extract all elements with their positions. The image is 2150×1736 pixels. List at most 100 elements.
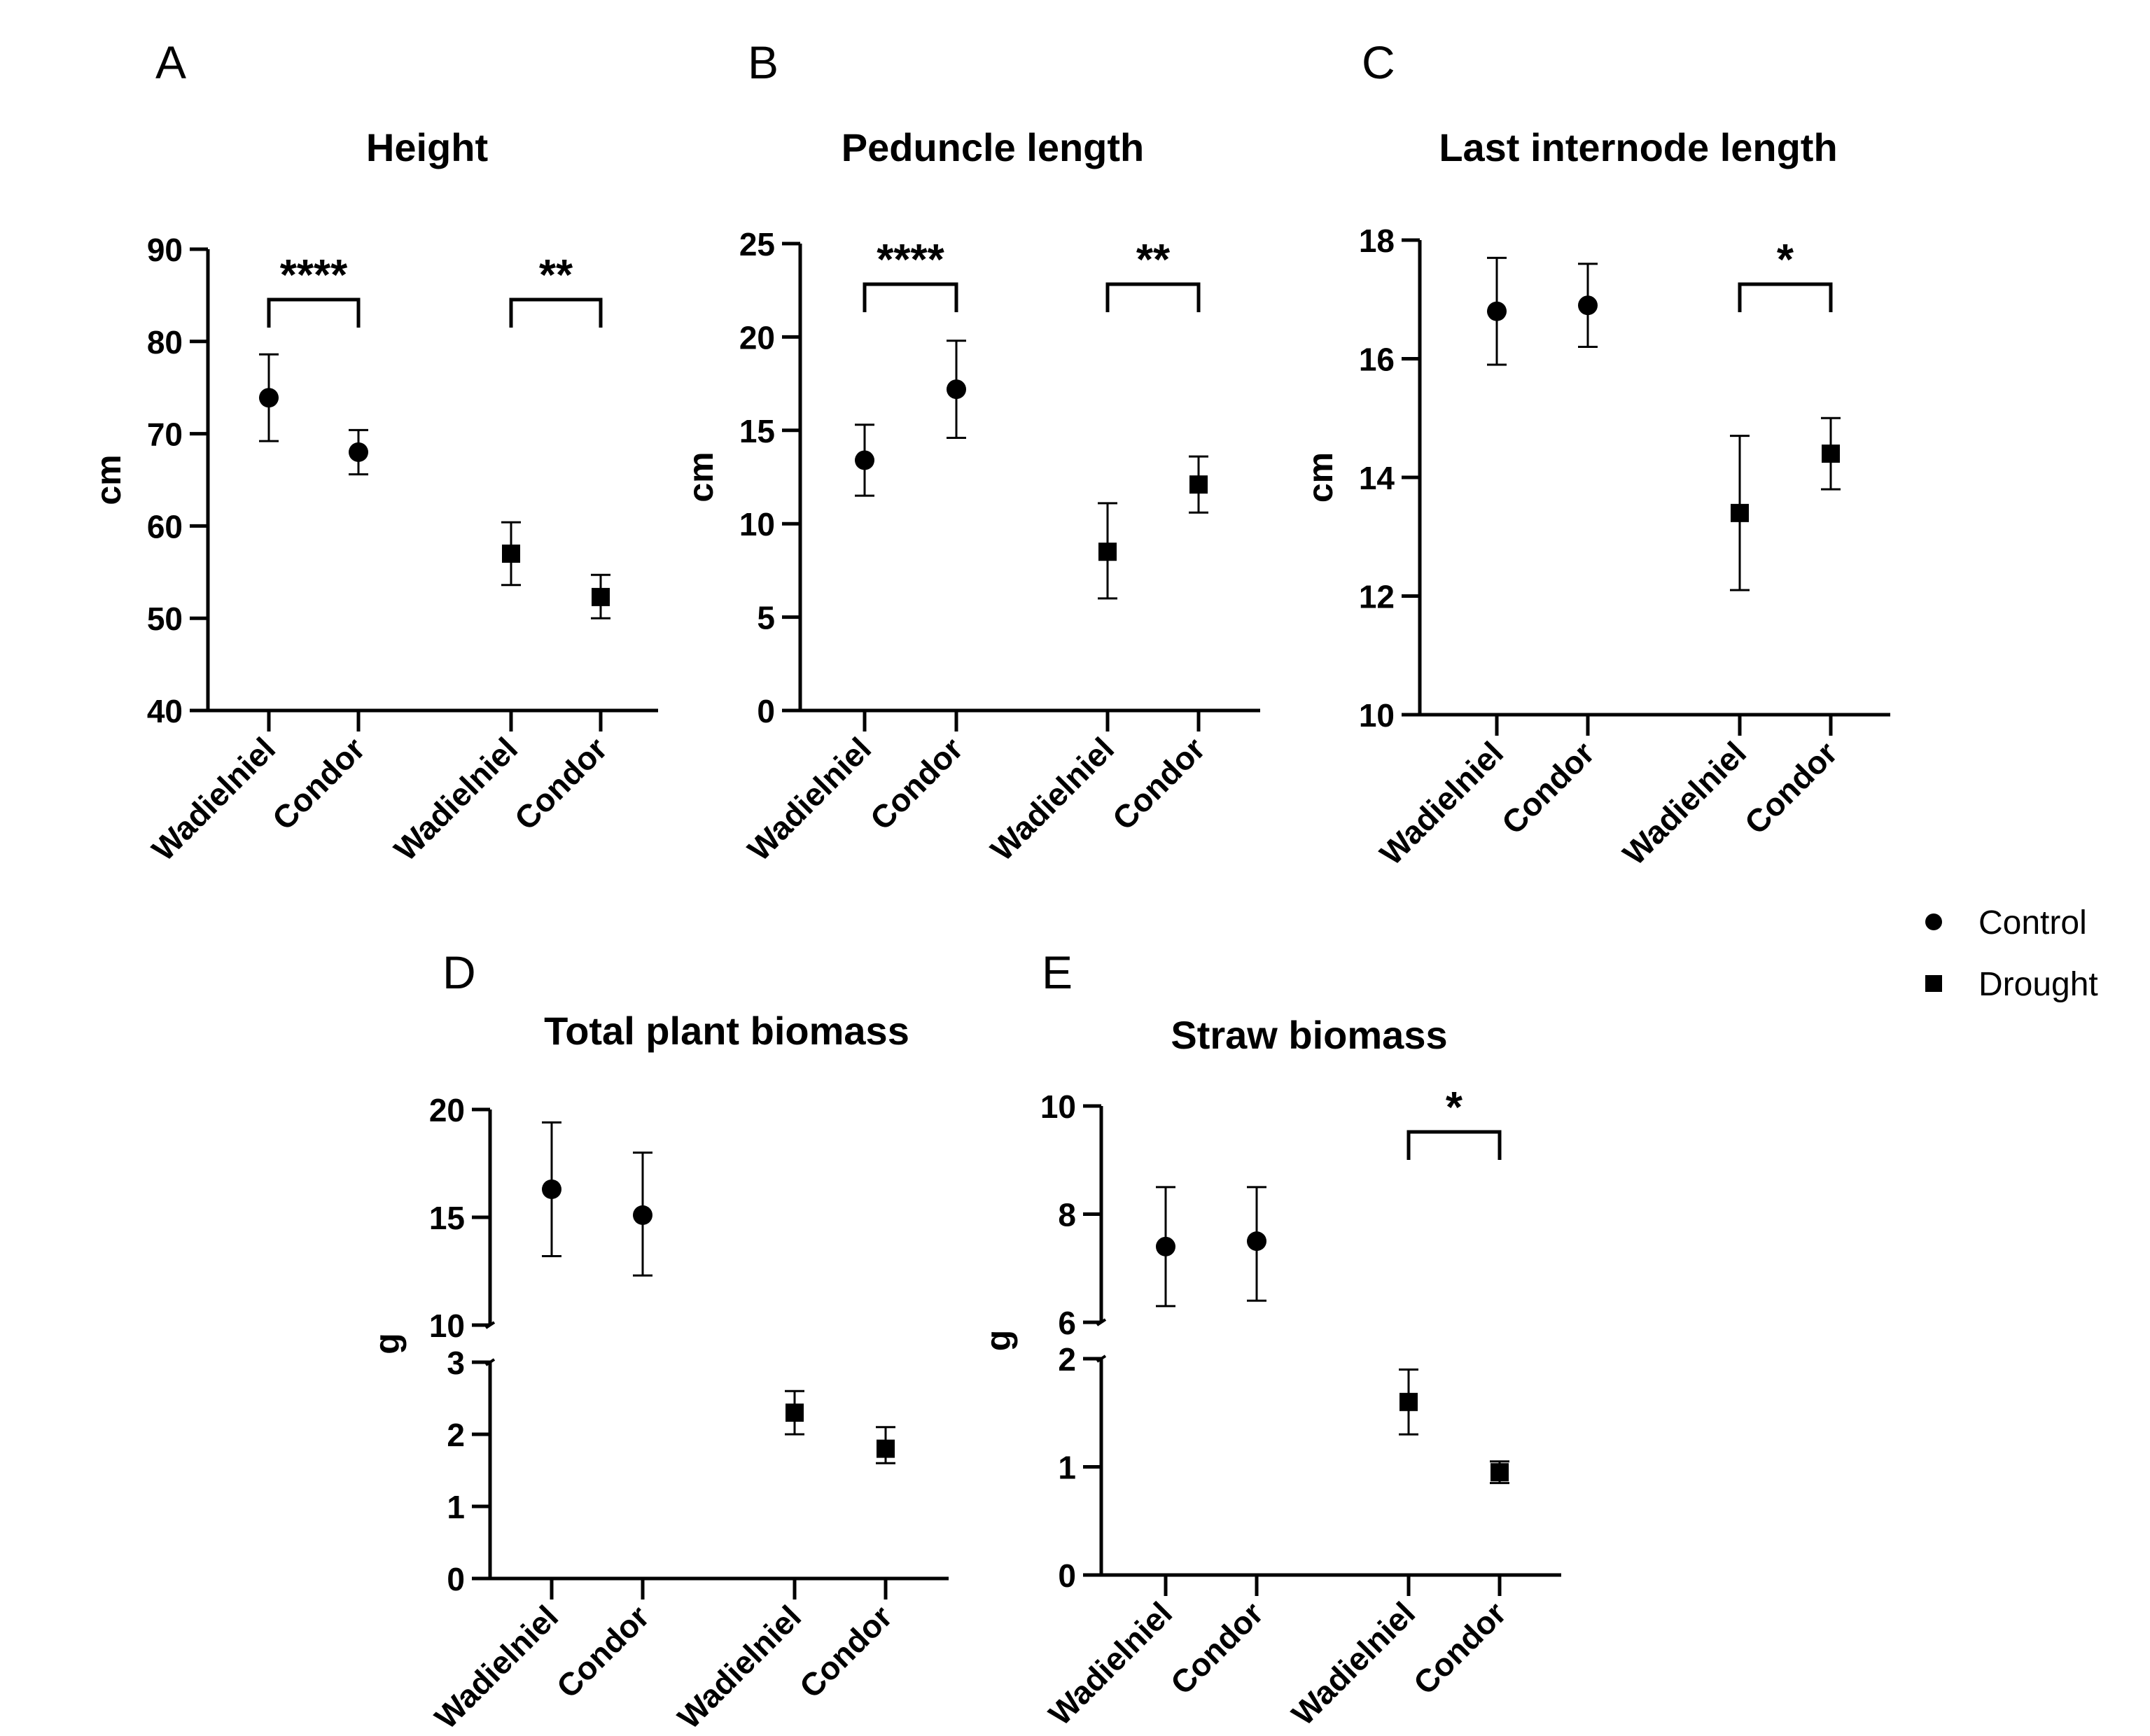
y-tick-label: 3 [447,1345,465,1381]
x-tick-label: Wadielniel [741,730,878,867]
data-point-drought [786,1404,804,1422]
x-tick-label: Condor [793,1598,899,1704]
data-point-control [1487,301,1507,321]
x-tick-label: Condor [1164,1595,1270,1701]
y-tick-label: 60 [147,508,183,545]
y-tick-label: 15 [739,413,775,449]
y-tick-label: 90 [147,232,183,268]
significance-bracket [509,298,603,328]
data-point-drought [1189,475,1208,494]
significance-label: **** [877,236,944,284]
x-tick-label: Condor [1738,734,1844,841]
significance-label: * [1446,1084,1463,1132]
x-tick-label: Condor [265,730,372,836]
y-tick-label: 25 [739,226,775,262]
data-point-control [633,1205,652,1225]
significance-label: ** [539,251,573,300]
panel-d: D Total plant biomass 10 15 20 0 1 2 3 g Wadielnie… [368,946,949,1736]
x-tick-label: Wadielniel [1042,1595,1179,1732]
x-tick-label: Wadielniel [671,1598,808,1735]
data-point-control [1156,1236,1175,1256]
y-tick-label: 0 [447,1561,465,1597]
y-tick-label: 5 [757,600,775,636]
axis-break-mark [484,1321,496,1329]
y-tick-label: 8 [1058,1197,1076,1233]
data-point-control [855,450,874,470]
legend-marker-square [1925,975,1942,992]
significance-bracket [1105,282,1201,312]
data-point-drought [592,587,610,606]
x-tick-label: Wadielniel [387,730,524,867]
legend-marker-circle [1925,913,1942,930]
y-axis-label: cm [681,451,720,502]
y-tick-label: 2 [1058,1341,1076,1378]
data-point-control [947,379,966,400]
panel-c: C Last internode length 10 12 14 16 18 cm Wadiel… [1301,36,1890,872]
y-axis-label: cm [89,454,128,505]
data-point-control [259,388,279,408]
legend-label: Control [1978,904,2087,941]
axis-break-mark [484,1358,496,1366]
significance-label: **** [280,251,348,300]
y-tick-label: 1 [1058,1450,1076,1486]
x-tick-label: Condor [863,730,970,836]
axis-break-mark [1096,1318,1107,1326]
y-tick-label: 40 [147,693,183,729]
chart-title: Total plant biomass [544,1009,909,1053]
y-tick-label: 20 [429,1092,465,1128]
y-tick-label: 0 [1058,1558,1076,1594]
significance-bracket [863,282,958,312]
data-point-drought [877,1439,895,1458]
data-point-control [1247,1231,1266,1252]
data-point-drought [1098,542,1117,561]
data-point-control [542,1179,561,1199]
x-tick-label: Wadielniel [984,730,1121,867]
data-point-drought [1491,1463,1509,1482]
y-tick-label: 1 [447,1489,465,1525]
x-tick-label: Condor [508,730,614,836]
x-tick-label: Condor [1495,734,1601,841]
significance-bracket [1738,282,1833,312]
x-tick-label: Wadielniel [428,1598,565,1735]
x-tick-label: Condor [1105,730,1212,836]
panel-letter: B [748,36,779,88]
y-tick-label: 2 [447,1417,465,1453]
axis-break-d [484,1321,496,1366]
y-tick-label: 0 [757,693,775,729]
x-tick-label: Wadielniel [1373,734,1510,872]
panel-letter: A [155,36,186,88]
x-tick-label: Wadielniel [145,730,282,867]
y-tick-label: 15 [429,1200,465,1236]
y-tick-label: 70 [147,416,183,453]
y-tick-label: 10 [429,1308,465,1344]
legend: Control Drought [1925,904,2098,1003]
x-tick-label: Condor [1406,1595,1513,1701]
y-tick-label: 50 [147,601,183,637]
y-tick-label: 14 [1359,460,1395,496]
chart-title: Peduncle length [842,125,1145,169]
data-point-control [1578,295,1598,316]
y-axis-label: g [979,1330,1018,1352]
axis-break-mark [1096,1354,1107,1363]
data-point-drought [1731,503,1749,522]
data-point-control [349,442,368,462]
chart-title: Height [366,125,488,169]
significance-bracket [1406,1130,1502,1160]
y-tick-label: 6 [1058,1305,1076,1341]
panel-letter: E [1042,946,1073,998]
x-tick-label: Condor [550,1598,656,1704]
data-point-drought [1822,444,1840,463]
y-tick-label: 18 [1359,223,1395,259]
y-axis-label: g [368,1333,407,1354]
chart-title: Straw biomass [1171,1013,1447,1057]
legend-label: Drought [1978,966,2098,1003]
significance-bracket [267,298,361,328]
y-tick-label: 12 [1359,579,1395,615]
y-tick-label: 16 [1359,342,1395,378]
data-point-drought [1399,1392,1418,1411]
y-tick-label: 80 [147,324,183,360]
